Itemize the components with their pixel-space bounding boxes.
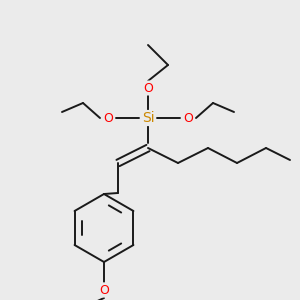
Text: O: O — [99, 284, 109, 296]
Text: Si: Si — [142, 111, 154, 125]
Text: O: O — [143, 82, 153, 94]
Text: O: O — [183, 112, 193, 124]
Text: O: O — [103, 112, 113, 124]
